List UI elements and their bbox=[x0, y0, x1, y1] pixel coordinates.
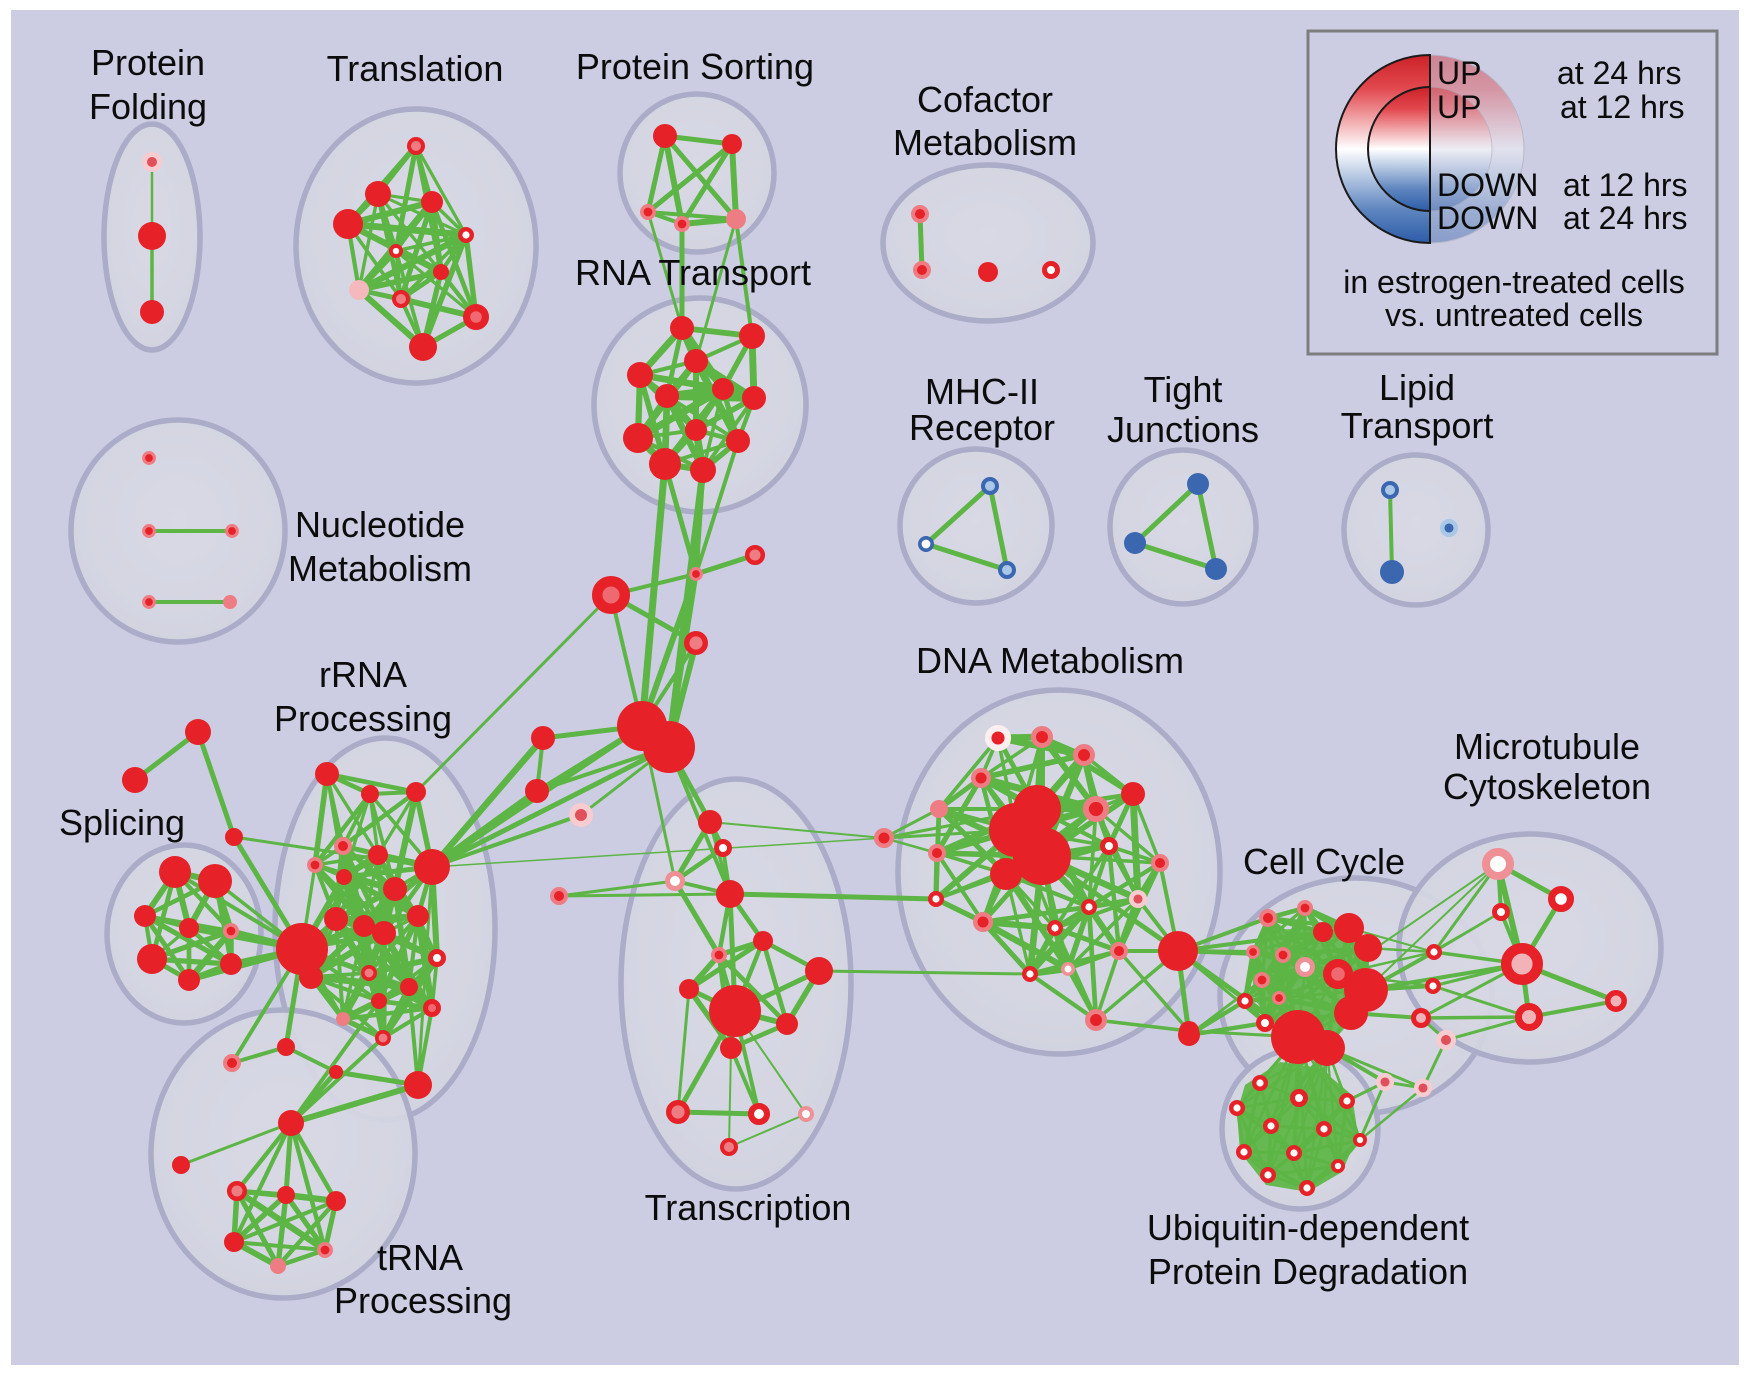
svg-text:Cytoskeleton: Cytoskeleton bbox=[1443, 766, 1651, 807]
svg-text:DOWN: DOWN bbox=[1437, 167, 1538, 203]
svg-text:Nucleotide: Nucleotide bbox=[295, 504, 465, 545]
svg-text:rRNA: rRNA bbox=[319, 654, 407, 695]
svg-text:Protein Degradation: Protein Degradation bbox=[1148, 1251, 1468, 1292]
svg-text:MHC-II: MHC-II bbox=[925, 371, 1039, 412]
svg-text:DNA Metabolism: DNA Metabolism bbox=[916, 640, 1184, 681]
svg-text:Microtubule: Microtubule bbox=[1454, 726, 1640, 767]
svg-text:Lipid: Lipid bbox=[1379, 367, 1455, 408]
svg-text:at 12 hrs: at 12 hrs bbox=[1563, 167, 1688, 203]
svg-text:Transcription: Transcription bbox=[645, 1187, 852, 1228]
svg-text:Tight: Tight bbox=[1144, 369, 1223, 410]
svg-text:Receptor: Receptor bbox=[909, 407, 1055, 448]
svg-text:RNA Transport: RNA Transport bbox=[575, 252, 811, 293]
svg-text:Processing: Processing bbox=[274, 698, 452, 739]
svg-text:UP: UP bbox=[1437, 55, 1481, 91]
svg-text:Protein: Protein bbox=[91, 42, 205, 83]
svg-text:at 24 hrs: at 24 hrs bbox=[1563, 200, 1688, 236]
svg-text:tRNA: tRNA bbox=[377, 1237, 463, 1278]
svg-text:Transport: Transport bbox=[1341, 405, 1494, 446]
svg-text:vs. untreated cells: vs. untreated cells bbox=[1385, 297, 1643, 333]
svg-text:Metabolism: Metabolism bbox=[893, 122, 1077, 163]
svg-text:at 24 hrs: at 24 hrs bbox=[1557, 55, 1682, 91]
svg-text:Ubiquitin-dependent: Ubiquitin-dependent bbox=[1147, 1207, 1469, 1248]
svg-text:at 12 hrs: at 12 hrs bbox=[1560, 89, 1685, 125]
svg-text:Cofactor: Cofactor bbox=[917, 79, 1053, 120]
svg-text:Processing: Processing bbox=[334, 1280, 512, 1321]
svg-text:Folding: Folding bbox=[89, 86, 207, 127]
svg-text:DOWN: DOWN bbox=[1437, 200, 1538, 236]
svg-text:Metabolism: Metabolism bbox=[288, 548, 472, 589]
svg-text:in estrogen-treated cells: in estrogen-treated cells bbox=[1343, 264, 1685, 300]
svg-text:Junctions: Junctions bbox=[1107, 409, 1259, 450]
svg-text:Splicing: Splicing bbox=[59, 802, 185, 843]
svg-text:UP: UP bbox=[1437, 89, 1481, 125]
svg-text:Cell Cycle: Cell Cycle bbox=[1243, 841, 1405, 882]
svg-text:Translation: Translation bbox=[327, 48, 504, 89]
svg-text:Protein Sorting: Protein Sorting bbox=[576, 46, 814, 87]
